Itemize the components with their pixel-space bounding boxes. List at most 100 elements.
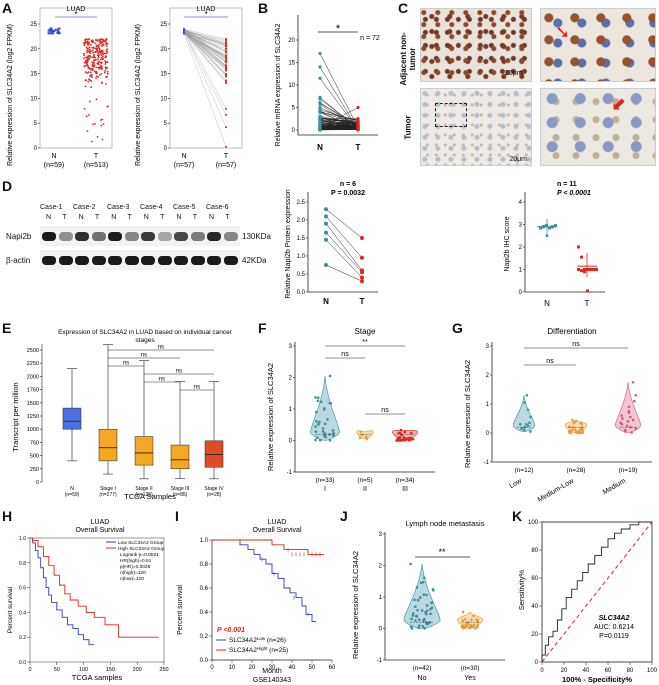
- data-point: [415, 615, 419, 618]
- data-point: [89, 48, 91, 51]
- data-point: [323, 422, 327, 426]
- tick-label: 100: [79, 667, 88, 673]
- data-point: [97, 61, 100, 63]
- tick-label: 0.8: [19, 561, 26, 567]
- km-curve: [30, 537, 95, 646]
- data-point: [104, 55, 107, 57]
- data-point: [422, 619, 425, 622]
- data-point: [105, 38, 108, 40]
- panel-b-paired-points: [318, 51, 360, 132]
- data-point: [396, 439, 399, 442]
- data-point: [529, 415, 533, 419]
- data-point: [99, 74, 101, 77]
- panel-b-g2: T: [356, 143, 361, 152]
- data-point: [324, 214, 328, 219]
- data-point: [50, 27, 53, 30]
- blot-label-napi2b: Napi2b: [6, 232, 32, 241]
- panel-i-ticks: 0 10 20 30 40 50 60 0.0 0.2 0.4 0.6 0.8 1.0: [200, 538, 336, 671]
- tick-label: 2500: [27, 348, 39, 354]
- data-point: [225, 113, 227, 116]
- lane-label: T: [127, 214, 132, 221]
- panel-f-yticks: -1 0 1 2 3: [287, 344, 295, 476]
- data-point: [476, 624, 479, 627]
- data-point: [101, 38, 104, 41]
- pair-line: [319, 53, 359, 128]
- panel-a-left-g2: T: [94, 153, 99, 160]
- blot-kda-actin: 42KDa: [242, 256, 267, 265]
- data-point: [86, 51, 88, 54]
- pair-line: [325, 216, 363, 258]
- data-point: [319, 400, 323, 404]
- x-tick-label: II: [363, 486, 367, 493]
- data-point: [430, 601, 433, 605]
- stat-line: n(low)=120: [120, 576, 144, 582]
- data-point: [104, 82, 107, 85]
- data-point: [100, 38, 102, 40]
- panel-i-ylabel: Percent survival: [177, 585, 184, 635]
- data-point: [323, 433, 327, 437]
- data-point: [84, 79, 87, 82]
- panel-f-figure: Relative expression of SLC34A2 Stage -1 0…: [266, 327, 435, 493]
- x-tick-label: (n=28): [207, 492, 222, 498]
- data-point: [401, 438, 405, 442]
- zoom-box: [435, 103, 467, 127]
- panel-d-ihc-points: [537, 218, 598, 293]
- data-point: [421, 580, 425, 584]
- data-point: [576, 431, 579, 435]
- data-point: [94, 56, 96, 59]
- panel-label-f: F: [258, 320, 267, 336]
- panel-i-xlabel: Month: [262, 668, 282, 675]
- blot-kda-napi2b: 130KDa: [242, 232, 271, 241]
- tick-label: 20: [160, 47, 167, 53]
- data-point: [415, 586, 419, 589]
- panel-k-gene: SLC34A2: [599, 615, 630, 622]
- box: [62, 407, 82, 430]
- data-point: [572, 421, 576, 425]
- panel-e-ylabel: Transcript per million: [11, 382, 20, 451]
- tick-label: 25: [30, 22, 37, 28]
- lane-label: N: [209, 214, 215, 221]
- data-point: [104, 66, 107, 69]
- panel-h-title: LUAD: [91, 519, 110, 526]
- panel-i-curves: [212, 539, 324, 623]
- blot-band: [223, 256, 238, 265]
- tick-label: 80: [627, 668, 634, 674]
- x-tick-label: No: [418, 675, 427, 682]
- data-point: [89, 75, 91, 78]
- data-point: [225, 79, 227, 82]
- data-point: [318, 108, 322, 112]
- tick-label: 0.0: [297, 290, 306, 296]
- data-point: [628, 415, 632, 419]
- data-point: [318, 65, 322, 69]
- data-point: [525, 394, 529, 397]
- panel-b-ylabel: Relative mRNA expression of SLC34A2: [275, 23, 282, 146]
- data-point: [89, 43, 92, 46]
- data-point: [83, 52, 86, 55]
- tick-label: -1: [287, 470, 293, 476]
- data-point: [225, 64, 227, 67]
- sig-label: ns: [341, 351, 349, 358]
- data-point: [402, 436, 405, 439]
- tick-label: 0.6: [19, 586, 26, 592]
- x-n-label: (n=33): [316, 477, 335, 484]
- tick-label: 5: [292, 106, 296, 112]
- data-point: [315, 410, 318, 414]
- blot-band: [141, 232, 155, 241]
- data-point: [332, 434, 335, 437]
- panel-a-figure: Relative expression of SLC34A2 (log2 FPK…: [7, 6, 243, 169]
- panel-label-k: K: [512, 508, 523, 524]
- x-tick-label: Medium-Low: [537, 477, 576, 502]
- lane-label: N: [143, 214, 149, 221]
- pair-line: [319, 107, 359, 128]
- panel-j-yticks: -1 0 1 2 3: [377, 532, 385, 664]
- panel-c-row2-label: Tumor: [403, 115, 413, 140]
- tick-label: 250: [30, 467, 39, 473]
- data-point: [225, 72, 227, 75]
- data-point: [51, 32, 54, 35]
- data-point: [95, 44, 98, 47]
- data-point: [359, 430, 363, 433]
- data-point: [461, 619, 465, 622]
- data-point: [518, 423, 522, 426]
- data-point: [225, 145, 227, 148]
- panel-a-left-n1: (n=59): [44, 162, 64, 169]
